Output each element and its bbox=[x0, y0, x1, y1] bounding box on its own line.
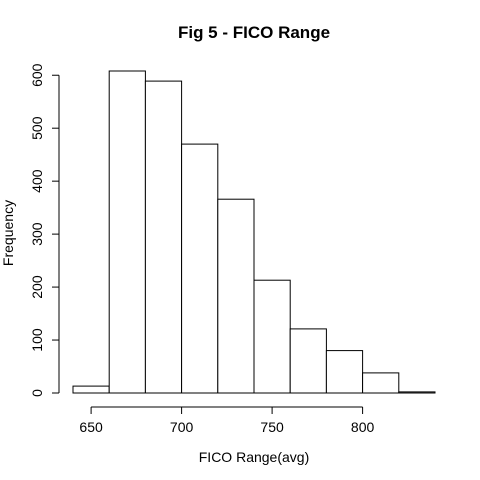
bar-820-840 bbox=[398, 391, 436, 394]
bar-700-720 bbox=[181, 143, 219, 394]
x-axis: 650 700 750 800 bbox=[79, 406, 375, 435]
x-tick-label-800: 800 bbox=[351, 419, 375, 435]
bar-720-740 bbox=[217, 198, 255, 394]
bar-680-700 bbox=[144, 80, 183, 394]
x-tick-label-650: 650 bbox=[79, 419, 103, 435]
bar-760-780 bbox=[289, 328, 327, 394]
bar-800-820 bbox=[362, 372, 400, 394]
bars-group bbox=[72, 70, 436, 394]
y-tick-label-600: 600 bbox=[29, 63, 45, 87]
bar-740-760 bbox=[253, 279, 291, 394]
y-tick-label-400: 400 bbox=[29, 169, 45, 193]
y-axis: 0 100 200 300 400 500 600 bbox=[29, 63, 60, 397]
chart-title: Fig 5 - FICO Range bbox=[178, 23, 330, 42]
y-axis-label: Frequency bbox=[0, 200, 16, 266]
y-tick-label-100: 100 bbox=[29, 328, 45, 352]
y-tick-label-200: 200 bbox=[29, 275, 45, 299]
bar-640-660 bbox=[72, 385, 110, 394]
x-tick-label-750: 750 bbox=[260, 419, 284, 435]
bar-780-800 bbox=[325, 350, 364, 394]
y-tick-label-500: 500 bbox=[29, 116, 45, 140]
y-tick-label-0: 0 bbox=[29, 389, 45, 397]
x-axis-label: FICO Range(avg) bbox=[199, 449, 309, 465]
y-tick-label-300: 300 bbox=[29, 222, 45, 246]
x-tick-label-700: 700 bbox=[170, 419, 194, 435]
bar-660-680 bbox=[108, 70, 146, 394]
